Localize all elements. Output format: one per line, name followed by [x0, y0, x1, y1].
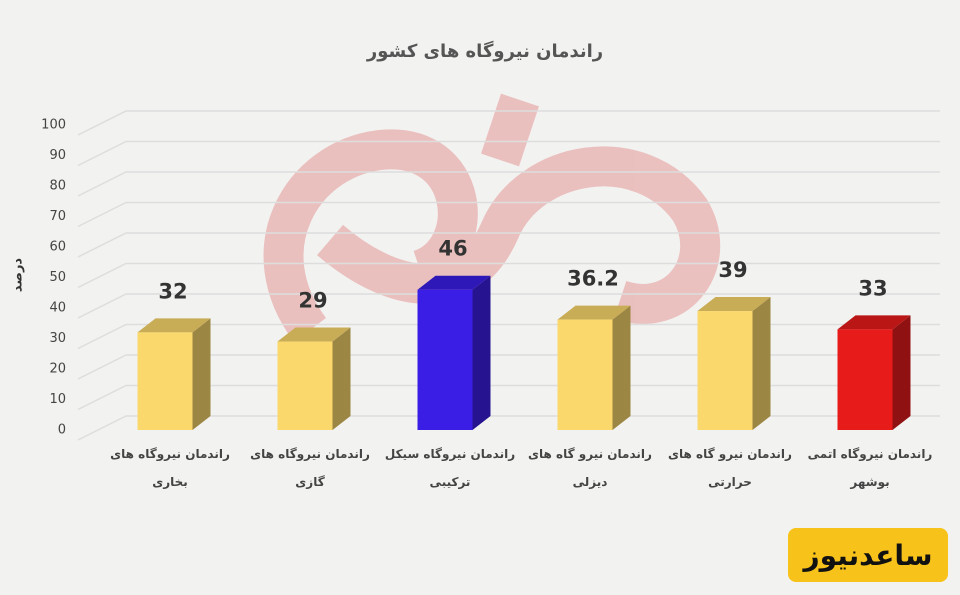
- y-tick-label: 30: [49, 331, 66, 346]
- grid-line: [77, 201, 940, 228]
- grid-line: [77, 384, 940, 411]
- bar-side: [612, 305, 631, 430]
- value-label: 32: [158, 279, 187, 303]
- y-tick-label: 80: [49, 179, 66, 194]
- brand-badge: ساعدنیوز: [788, 528, 948, 582]
- grid-line: [77, 354, 940, 380]
- grid-line: [77, 110, 940, 136]
- grid-line: [77, 140, 940, 167]
- bar: [277, 341, 333, 430]
- x-tick-label: راندمان نیرو گاه های دیزلی: [528, 447, 652, 489]
- x-tick-label: راندمان نیروگاه های گازی: [250, 447, 370, 489]
- y-tick-label: 90: [49, 148, 66, 163]
- bar-top: [417, 275, 491, 290]
- value-label: 46: [438, 237, 467, 261]
- x-tick-label: راندمان نیروگاه اتمی بوشهر: [807, 447, 933, 489]
- bar-side: [192, 318, 211, 430]
- bar: [837, 329, 893, 430]
- y-tick-label: 20: [49, 362, 66, 377]
- x-tick-label: راندمان نیرو گاه های حرارتی: [668, 447, 792, 489]
- y-tick-label: 50: [49, 270, 66, 285]
- bar: [557, 319, 613, 430]
- logo-watermark: [263, 93, 721, 342]
- x-tick-label: راندمان نیروگاه های بخاری: [110, 447, 230, 489]
- bar-top: [137, 318, 211, 333]
- bar-side: [332, 327, 351, 430]
- bar: [417, 289, 473, 430]
- bar: [697, 311, 753, 430]
- bar-top: [557, 305, 631, 320]
- y-tick-label: 10: [49, 392, 66, 407]
- y-tick-label: 40: [49, 301, 66, 316]
- chart-title: راندمان نیروگاه های کشور: [366, 40, 603, 62]
- value-label: 39: [718, 258, 747, 282]
- x-tick-label: راندمان نیروگاه سیکل ترکیبی: [384, 447, 516, 489]
- value-label: 33: [858, 276, 887, 300]
- bar-top: [277, 327, 351, 342]
- value-label: 36.2: [567, 267, 619, 291]
- bar-top: [837, 315, 911, 330]
- y-axis-label: درصد: [11, 258, 26, 293]
- bar-side: [752, 297, 771, 430]
- bar-side: [892, 315, 911, 430]
- grid-line: [77, 415, 940, 441]
- y-tick-label: 100: [41, 118, 66, 133]
- y-tick-label: 0: [58, 423, 66, 438]
- bar: [137, 332, 193, 430]
- grid-line: [77, 232, 940, 258]
- bar-side: [472, 275, 491, 430]
- grid-line: [77, 293, 940, 319]
- grid-line: [77, 262, 940, 289]
- bar-top: [697, 297, 771, 312]
- y-tick-label: 60: [49, 240, 66, 255]
- y-tick-label: 70: [49, 209, 66, 224]
- value-label: 29: [298, 289, 327, 313]
- grid-line: [77, 171, 940, 197]
- grid-line: [77, 323, 940, 350]
